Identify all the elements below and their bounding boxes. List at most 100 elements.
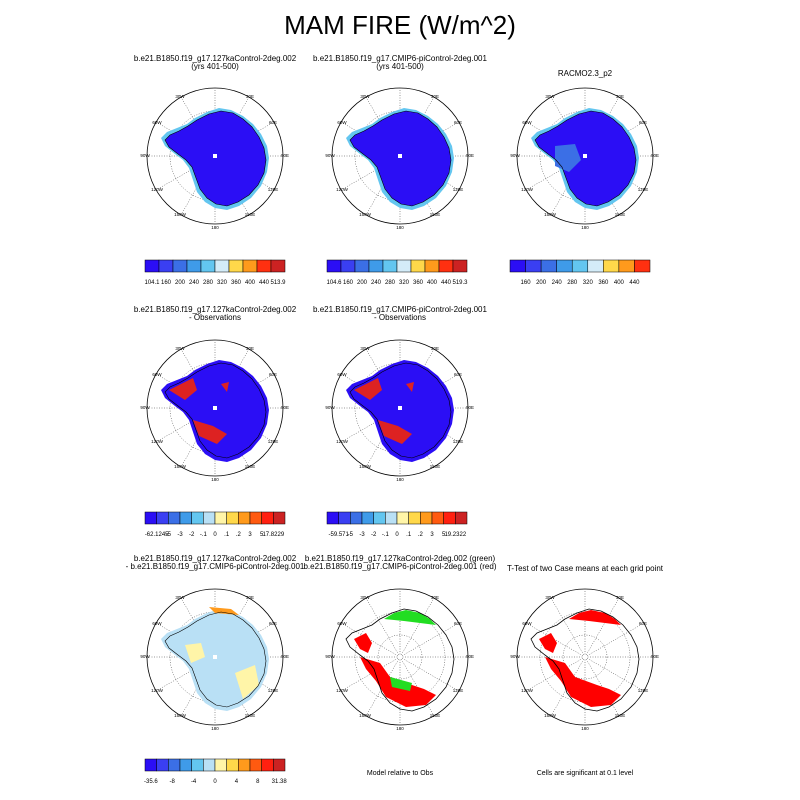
sig-region-south [545, 657, 621, 707]
longitude-label: 120E [638, 187, 649, 192]
longitude-label: 90E [466, 405, 474, 410]
bias-region-c [406, 382, 414, 392]
colorbar-tick-label: -3 [177, 532, 183, 538]
colorbar-box [424, 259, 440, 273]
colorbar-tick-label: 280 [567, 280, 578, 286]
map-panel-5: 30W 30E 60W 60E 90W 90E 120W 120E 150W 150E 180 [325, 339, 474, 482]
colorbar-tick-label: 160 [343, 280, 354, 286]
diff-region-yellow-b [235, 665, 259, 699]
colorbar-box [455, 511, 468, 525]
colorbar-box [410, 259, 426, 273]
longitude-label: 60W [337, 120, 347, 125]
longitude-label: 150E [430, 464, 441, 469]
colorbar-tick-label: 160 [161, 280, 172, 286]
longitude-label: 150W [544, 713, 557, 718]
longitude-label: 60E [639, 120, 647, 125]
longitude-label: 90E [281, 153, 289, 158]
coastline [164, 110, 267, 207]
coastline [345, 608, 455, 712]
latitude-circle [377, 634, 423, 680]
panel-title-5-line1: b.e21.B1850.f19_g17.CMIP6-piControl-2deg… [313, 305, 487, 314]
colorbar-box [191, 758, 204, 772]
colorbar-box [168, 511, 181, 525]
colorbar-tick-label: .2 [236, 532, 242, 538]
colorbar-box [249, 511, 262, 525]
longitude-label: 60E [269, 120, 277, 125]
colorbar-box [261, 511, 274, 525]
longitude-label: 60W [522, 621, 532, 626]
coastline [349, 362, 452, 459]
colorbar-box [540, 259, 557, 273]
colorbar-box [340, 259, 356, 273]
colorbar-box [452, 259, 468, 273]
longitude-label: 180 [396, 225, 404, 230]
colorbar-tick-label: 280 [385, 280, 396, 286]
longitude-label: 30E [431, 595, 439, 600]
bias-region-b [378, 420, 412, 444]
longitude-label: 60E [454, 621, 462, 626]
longitude-label: 150W [174, 713, 187, 718]
colorbar-tick-label: 240 [189, 280, 200, 286]
longitude-label: 120W [336, 187, 349, 192]
longitude-label: 120E [268, 688, 279, 693]
panel-title-1-line2: (yrs 401-500) [191, 62, 239, 71]
panel-title-2-line2: (yrs 401-500) [376, 62, 424, 71]
colorbar-tick-label: 400 [245, 280, 256, 286]
colorbar-box [270, 259, 286, 273]
longitude-label: 90W [140, 405, 150, 410]
colorbar-box [396, 511, 409, 525]
longitude-label: 30E [246, 94, 254, 99]
panel-title-1: b.e21.B1850.f19_g17.127kaControl-2deg.00… [100, 55, 330, 71]
longitude-label: 180 [396, 477, 404, 482]
ice-sheet-interior [165, 111, 266, 206]
pole-marker [213, 154, 217, 158]
longitude-label: 150W [359, 464, 372, 469]
colorbar-box [226, 511, 239, 525]
colorbar-box [420, 511, 433, 525]
sig-region-green [390, 677, 412, 691]
longitude-label: 60W [152, 621, 162, 626]
colorbar-box [443, 511, 456, 525]
colorbar-box [571, 259, 589, 273]
longitude-label: 120W [521, 187, 534, 192]
longitude-label: 120W [151, 439, 164, 444]
panel-title-8-line1: T-Test of two Case means at each grid po… [506, 564, 664, 573]
colorbar-tick-label: -.1 [382, 532, 390, 538]
colorbar-box [438, 259, 454, 273]
colorbar-box [368, 259, 384, 273]
colorbar-tick-label: 5 [442, 532, 446, 538]
pole-marker [583, 154, 587, 158]
map-panel-3: 30W 30E 60W 60E 90W 90E 120W 120E 150W 150E 180 [510, 87, 659, 230]
longitude-label: 30W [360, 595, 370, 600]
colorbar-box [156, 758, 169, 772]
longitude-label: 90W [140, 654, 150, 659]
colorbar-tick-label: 5 [260, 532, 264, 538]
longitude-label: 180 [581, 726, 589, 731]
colorbar-tick-label: 320 [217, 280, 228, 286]
colorbar-box [396, 259, 412, 273]
panel-title-7-line1: b.e21.B1850.f19_g17.127kaControl-2deg.00… [304, 554, 496, 563]
colorbar-box [203, 511, 216, 525]
panel-title-2: b.e21.B1850.f19_g17.CMIP6-piControl-2deg… [285, 55, 515, 71]
colorbar-tick-label: 240 [371, 280, 382, 286]
colorbar-tick-label: 360 [231, 280, 242, 286]
west-antarctic-region [555, 144, 581, 172]
colorbar-tick-label: 440 [629, 280, 640, 286]
panel-title-6-line2: - b.e21.B1850.f19_g17.CMIP6-piControl-2d… [125, 562, 305, 571]
colorbar-box [509, 259, 526, 273]
colorbar-box [214, 758, 227, 772]
longitude-label: 90W [510, 654, 520, 659]
colorbar-box [200, 259, 216, 273]
longitude-label: 30E [616, 94, 624, 99]
longitude-label: 150W [359, 713, 372, 718]
colorbar-box [634, 259, 651, 273]
figure-title: MAM FIRE (W/m^2) [284, 10, 516, 40]
panel-title-1-line1: b.e21.B1850.f19_g17.127kaControl-2deg.00… [133, 54, 297, 63]
longitude-label: 30W [175, 595, 185, 600]
colorbar-box [587, 259, 604, 273]
colorbar-box [238, 511, 251, 525]
colorbar-box [256, 259, 272, 273]
longitude-label: 90E [466, 153, 474, 158]
colorbar-box [603, 259, 620, 273]
colorbar-tick-label: 4 [235, 779, 239, 785]
